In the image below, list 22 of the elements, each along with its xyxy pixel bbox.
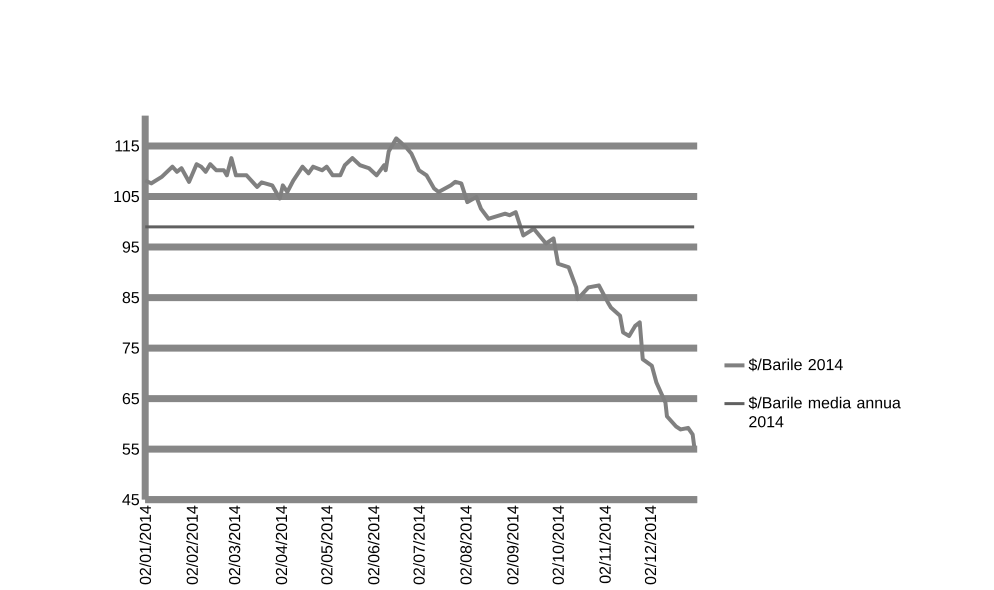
x-tick-label: 02/04/2014 <box>275 506 288 584</box>
y-tick-label: 95 <box>122 241 140 253</box>
x-tick-label: 02/06/2014 <box>368 506 380 584</box>
x-tick-label: 02/02/2014 <box>186 506 198 584</box>
x-tick-label: 02/07/2014 <box>413 506 425 584</box>
x-tick-label: 02/11/2014 <box>599 506 611 584</box>
x-tick-label: 02/05/2014 <box>320 506 333 584</box>
x-tick-label: 02/08/2014 <box>460 506 472 584</box>
y-tick-label: 45 <box>122 494 140 506</box>
y-tick-label: 55 <box>122 443 140 455</box>
legend-label: $/Barile 2014 <box>748 358 843 372</box>
x-tick-label: 02/03/2014 <box>228 506 240 584</box>
x-tick-label: 02/12/2014 <box>644 506 656 584</box>
y-tick-label: 85 <box>122 292 140 304</box>
y-tick-label: 75 <box>122 342 140 354</box>
y-tick-label: 115 <box>115 140 140 152</box>
y-tick-label: 65 <box>122 392 140 404</box>
y-tick-label: 105 <box>114 190 139 202</box>
x-tick-label: 02/10/2014 <box>552 506 564 584</box>
x-tick-label: 02/01/2014 <box>139 506 152 584</box>
x-tick-label: 02/09/2014 <box>506 506 519 584</box>
legend-label: $/Barile media annua 2014 <box>748 396 901 428</box>
